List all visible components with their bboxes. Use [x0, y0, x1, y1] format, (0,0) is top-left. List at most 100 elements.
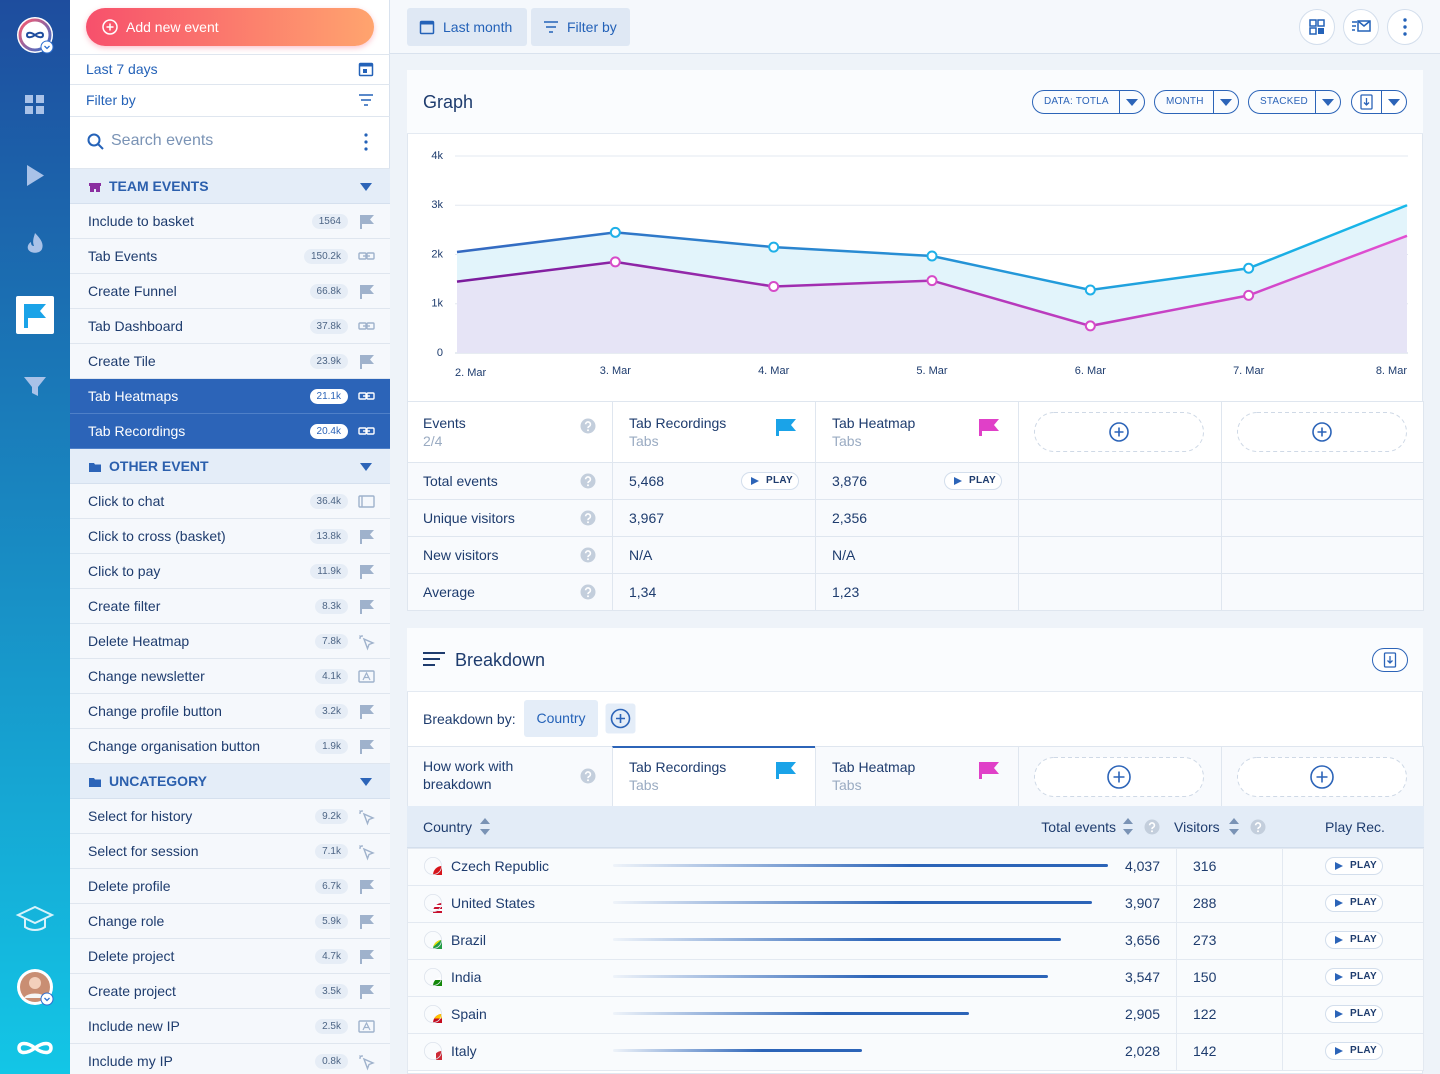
- toolbar-icon-button[interactable]: [1299, 9, 1335, 45]
- event-row[interactable]: Tab Recordings 20.4k: [70, 414, 390, 449]
- event-row[interactable]: Tab Heatmaps 21.1k: [70, 379, 390, 414]
- filter-icon[interactable]: [358, 93, 374, 107]
- add-event-slot[interactable]: [1237, 412, 1407, 452]
- play-button[interactable]: PLAY: [1325, 968, 1383, 986]
- heatmap-icon[interactable]: [27, 233, 43, 253]
- event-row[interactable]: Change newsletter 4.1k: [70, 659, 390, 694]
- more-icon[interactable]: [363, 133, 369, 151]
- funnel-icon[interactable]: [24, 377, 46, 396]
- event-row[interactable]: Select for history 9.2k: [70, 799, 390, 834]
- breakdown-by-chip[interactable]: Country: [524, 700, 598, 737]
- play-button[interactable]: PLAY: [741, 472, 799, 490]
- event-row[interactable]: Create Tile 23.9k: [70, 344, 390, 379]
- table-row: [407, 1033, 1424, 1071]
- column-divider: [1176, 922, 1177, 960]
- total-bar: [613, 864, 1108, 867]
- event-row[interactable]: Delete Heatmap 7.8k: [70, 624, 390, 659]
- group-header[interactable]: [70, 449, 390, 484]
- icon-part: [433, 977, 442, 986]
- play-button[interactable]: PLAY: [1325, 1005, 1383, 1023]
- play-icon[interactable]: [27, 165, 44, 186]
- calendar-icon[interactable]: [358, 61, 374, 77]
- data-point: [1084, 284, 1096, 296]
- avatar[interactable]: [17, 969, 54, 1006]
- play-button[interactable]: PLAY: [1325, 1042, 1383, 1060]
- event-row[interactable]: Include my IP 0.8k: [70, 1044, 390, 1074]
- sort-icon[interactable]: [480, 818, 490, 835]
- icon-part: [15, 905, 55, 925]
- group-header[interactable]: [70, 169, 390, 204]
- play-icon: [751, 477, 759, 485]
- event-row[interactable]: Create filter 8.3k: [70, 589, 390, 624]
- icon-part: [1363, 98, 1370, 106]
- event-row[interactable]: Change profile button 3.2k: [70, 694, 390, 729]
- event-icon: [358, 427, 375, 435]
- dashboard-icon[interactable]: [25, 95, 44, 114]
- x-tick-label: 7. Mar: [1233, 365, 1265, 377]
- event-count: 37.8k: [309, 319, 348, 334]
- add-event-button[interactable]: Add new event: [86, 8, 374, 46]
- visitors-value: 316: [1193, 858, 1217, 874]
- sort-icon[interactable]: [1229, 818, 1239, 835]
- icon-part: [360, 285, 374, 299]
- icon-part: [359, 1055, 363, 1059]
- event-row[interactable]: Create Funnel 66.8k: [70, 274, 390, 309]
- collapse-caret[interactable]: [359, 183, 373, 191]
- event-row[interactable]: Delete profile 6.7k: [70, 869, 390, 904]
- event-count: 4.7k: [315, 949, 348, 964]
- event-count: 150.2k: [303, 249, 348, 264]
- add-event-slot[interactable]: [1034, 757, 1204, 797]
- icon-part: [1229, 818, 1239, 835]
- add-breakdown[interactable]: [605, 703, 636, 734]
- icon-part: [1351, 90, 1407, 114]
- download-button[interactable]: [1372, 648, 1408, 672]
- table-cell: [1221, 573, 1424, 611]
- event-row[interactable]: Select for session 7.1k: [70, 834, 390, 869]
- event-row[interactable]: Include new IP 2.5k: [70, 1009, 390, 1044]
- graph-control[interactable]: DATA: TOTLA: [1032, 90, 1145, 114]
- group-header[interactable]: [70, 764, 390, 799]
- event-row[interactable]: Change role 5.9k: [70, 904, 390, 939]
- event-row[interactable]: Change organisation button 1.9k: [70, 729, 390, 764]
- play-button[interactable]: PLAY: [944, 472, 1002, 490]
- icon-part: [584, 771, 592, 779]
- play-button[interactable]: PLAY: [1325, 931, 1383, 949]
- download-control[interactable]: [1351, 90, 1407, 114]
- column-header-row: [407, 806, 1424, 848]
- event-row[interactable]: Include to basket 1564: [70, 204, 390, 239]
- play-button[interactable]: PLAY: [1325, 857, 1383, 875]
- icon-part: [1335, 936, 1343, 944]
- event-count: 1564: [311, 214, 348, 229]
- collapse-caret[interactable]: [359, 463, 373, 471]
- icon-part: [580, 584, 596, 600]
- toolbar-icon-button[interactable]: [1387, 9, 1423, 45]
- event-row[interactable]: Tab Dashboard 37.8k: [70, 309, 390, 344]
- add-event-slot[interactable]: [1237, 757, 1407, 797]
- event-icon: [359, 635, 375, 651]
- graph-control[interactable]: MONTH: [1154, 90, 1239, 114]
- event-row[interactable]: Click to chat 36.4k: [70, 484, 390, 519]
- column-divider: [1282, 996, 1283, 1034]
- play-button[interactable]: PLAY: [1325, 894, 1383, 912]
- academy-icon[interactable]: [15, 905, 55, 931]
- events-icon-active[interactable]: [16, 296, 54, 334]
- icon-part: [433, 866, 442, 875]
- graph-control[interactable]: STACKED: [1248, 90, 1341, 114]
- event-row[interactable]: Delete project 4.7k: [70, 939, 390, 974]
- table-cell: [407, 536, 613, 574]
- sort-icon[interactable]: [1123, 818, 1133, 835]
- collapse-caret[interactable]: [359, 778, 373, 786]
- group-icon: [89, 463, 101, 472]
- event-row[interactable]: Click to cross (basket) 13.8k: [70, 519, 390, 554]
- icon-part: [36, 95, 44, 103]
- event-flag: [979, 419, 999, 436]
- event-row[interactable]: Create project 3.5k: [70, 974, 390, 1009]
- event-row[interactable]: Tab Events 150.2k: [70, 239, 390, 274]
- icon-part: [97, 143, 104, 150]
- add-event-slot[interactable]: [1034, 412, 1204, 452]
- logo[interactable]: [17, 17, 54, 54]
- icon-part: [1309, 19, 1317, 27]
- event-row[interactable]: Click to pay 11.9k: [70, 554, 390, 589]
- toolbar-icon-button[interactable]: [1343, 9, 1379, 45]
- date-button[interactable]: Last month: [407, 8, 527, 46]
